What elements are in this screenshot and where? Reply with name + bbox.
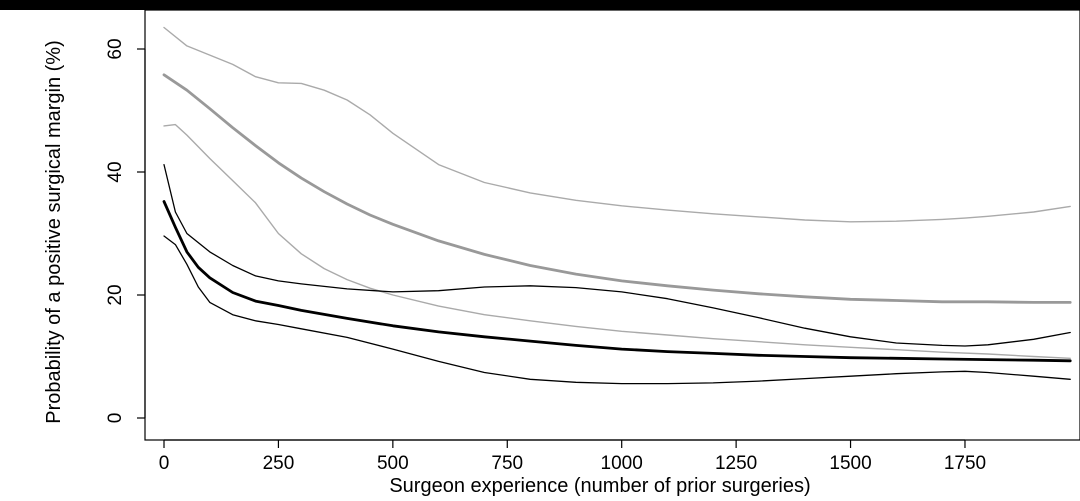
y-axis: 0 20 40 60	[105, 38, 146, 424]
x-tick-label: 1000	[601, 453, 643, 474]
x-tick-label: 500	[377, 453, 409, 474]
x-tick-label: 0	[159, 453, 170, 474]
line-chart: 0 250 500 750 1000 1250 1500 1750 0 20 40 60 Surge…	[43, 10, 1080, 497]
x-tick-label: 1250	[715, 453, 757, 474]
series-line-4	[163, 163, 1071, 347]
x-tick-label: 750	[491, 453, 523, 474]
x-tick-label: 1500	[829, 453, 871, 474]
y-tick-label: 0	[105, 413, 126, 424]
x-tick-label: 1750	[944, 453, 986, 474]
y-tick-label: 60	[105, 38, 126, 59]
plot-area	[144, 10, 1080, 441]
x-axis: 0 250 500 750 1000 1250 1500 1750	[159, 439, 986, 474]
y-tick-label: 20	[105, 284, 126, 305]
chart-panel: 0 250 500 750 1000 1250 1500 1750 0 20 40 60 Surge…	[0, 10, 1080, 501]
plot-frame	[144, 10, 1080, 441]
x-tick-label: 250	[263, 453, 295, 474]
series-line-2	[162, 73, 1072, 304]
x-axis-label: Surgeon experience (number of prior surg…	[389, 475, 810, 497]
y-axis-label: Probability of a positive surgical margi…	[43, 40, 65, 424]
series-line-3	[163, 123, 1071, 359]
y-tick-label: 40	[105, 161, 126, 182]
series-line-6	[163, 235, 1071, 385]
series-line-1	[163, 26, 1071, 223]
series-line-5	[162, 200, 1072, 363]
